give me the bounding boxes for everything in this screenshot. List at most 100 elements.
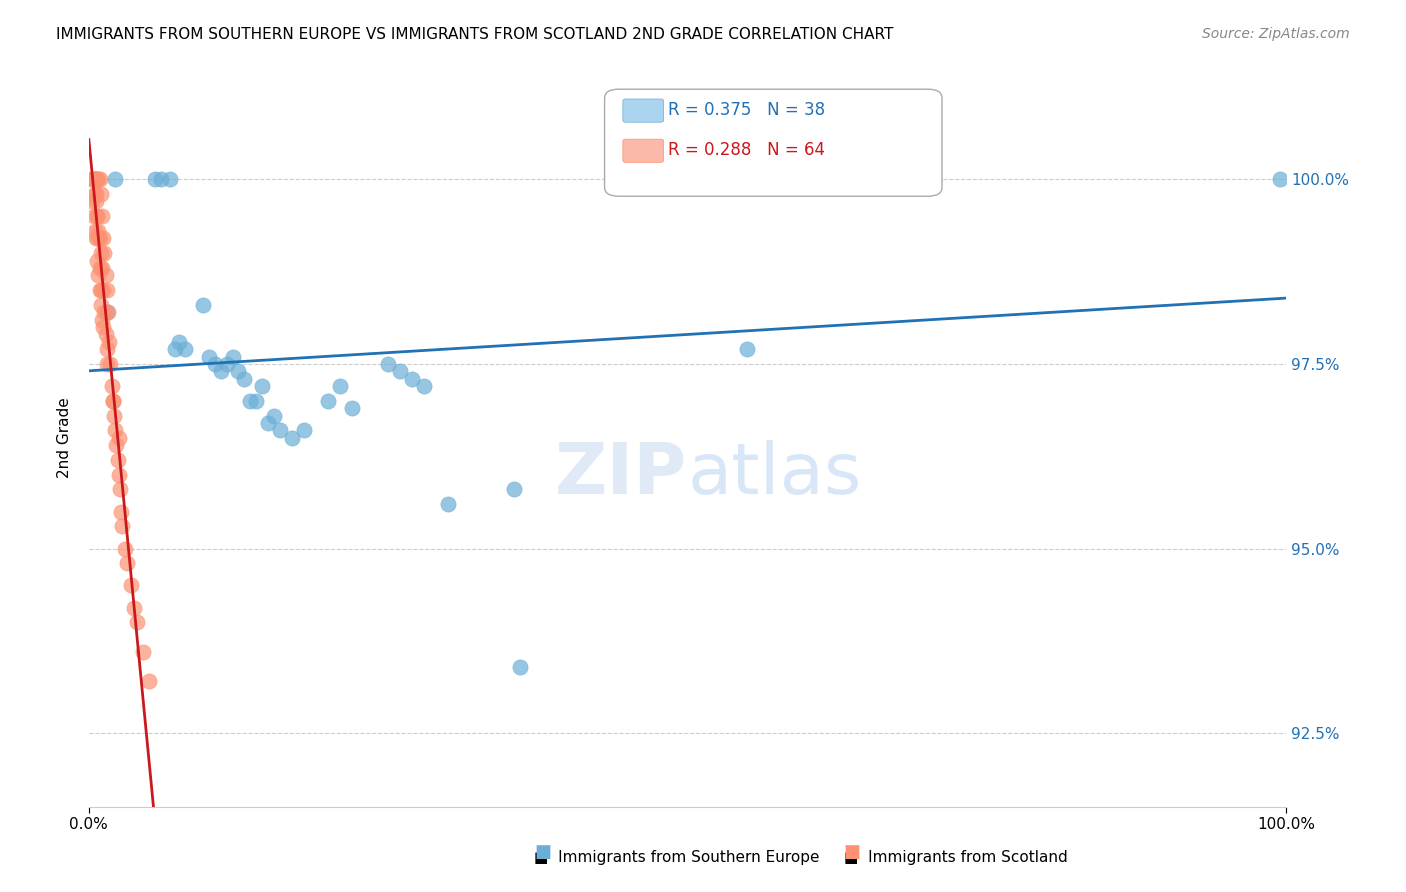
Immigrants from Scotland (91, 320, 114, 334)
Immigrants from Scotland (86, 209, 108, 223)
Y-axis label: 2nd Grade: 2nd Grade (58, 397, 72, 478)
Immigrants from Southern Europe (316, 393, 339, 408)
Immigrants from Southern Europe (735, 342, 758, 356)
Immigrants from Scotland (132, 645, 155, 659)
Immigrants from Scotland (90, 298, 112, 312)
Immigrants from Scotland (93, 305, 115, 319)
Immigrants from Southern Europe (263, 409, 285, 423)
Text: ■: ■ (534, 843, 551, 861)
Text: ■: ■ (844, 843, 860, 861)
Immigrants from Southern Europe (377, 357, 399, 371)
Immigrants from Scotland (101, 393, 124, 408)
Immigrants from Scotland (91, 283, 114, 297)
Immigrants from Scotland (101, 393, 124, 408)
Immigrants from Southern Europe (342, 401, 364, 416)
Immigrants from Southern Europe (437, 497, 460, 511)
Immigrants from Southern Europe (509, 659, 531, 673)
Immigrants from Southern Europe (401, 372, 423, 386)
Immigrants from Scotland (107, 467, 129, 482)
Immigrants from Scotland (89, 283, 111, 297)
Immigrants from Scotland (91, 231, 114, 245)
Immigrants from Scotland (105, 438, 128, 452)
Immigrants from Scotland (104, 423, 127, 437)
Immigrants from Scotland (94, 327, 117, 342)
Immigrants from Southern Europe (413, 379, 436, 393)
Immigrants from Scotland (96, 357, 118, 371)
Text: R = 0.288   N = 64: R = 0.288 N = 64 (668, 141, 825, 159)
Immigrants from Scotland (98, 334, 121, 349)
Immigrants from Scotland (114, 541, 136, 556)
Text: IMMIGRANTS FROM SOUTHERN EUROPE VS IMMIGRANTS FROM SCOTLAND 2ND GRADE CORRELATIO: IMMIGRANTS FROM SOUTHERN EUROPE VS IMMIG… (56, 27, 894, 42)
Immigrants from Scotland (89, 260, 111, 275)
Immigrants from Scotland (107, 431, 129, 445)
Immigrants from Scotland (138, 674, 160, 689)
Immigrants from Scotland (100, 357, 122, 371)
Immigrants from Scotland (86, 209, 108, 223)
Immigrants from Scotland (124, 600, 146, 615)
Immigrants from Scotland (87, 231, 110, 245)
Immigrants from Scotland (96, 342, 118, 356)
Immigrants from Southern Europe (389, 364, 412, 378)
Text: atlas: atlas (688, 440, 862, 509)
Immigrants from Southern Europe (269, 423, 291, 437)
Immigrants from Scotland (107, 453, 129, 467)
Immigrants from Scotland (84, 187, 107, 202)
Text: ■  Immigrants from Scotland: ■ Immigrants from Scotland (844, 850, 1067, 865)
Immigrants from Scotland (83, 172, 105, 186)
Immigrants from Southern Europe (239, 393, 262, 408)
Immigrants from Scotland (108, 483, 131, 497)
Immigrants from Southern Europe (796, 172, 818, 186)
Immigrants from Scotland (83, 172, 105, 186)
Immigrants from Southern Europe (149, 172, 172, 186)
Immigrants from Scotland (87, 224, 110, 238)
Immigrants from Scotland (90, 283, 112, 297)
Immigrants from Scotland (94, 268, 117, 283)
Immigrants from Scotland (89, 172, 111, 186)
Immigrants from Southern Europe (221, 350, 243, 364)
Immigrants from Scotland (80, 172, 103, 186)
Immigrants from Scotland (83, 224, 105, 238)
Immigrants from Southern Europe (163, 342, 186, 356)
Immigrants from Scotland (84, 194, 107, 209)
Text: ZIP: ZIP (555, 440, 688, 509)
Immigrants from Southern Europe (209, 364, 232, 378)
Immigrants from Scotland (83, 209, 105, 223)
Immigrants from Southern Europe (173, 342, 195, 356)
Immigrants from Scotland (90, 246, 112, 260)
Immigrants from Southern Europe (1268, 172, 1291, 186)
Immigrants from Scotland (91, 312, 114, 326)
Immigrants from Scotland (96, 283, 118, 297)
Immigrants from Scotland (84, 172, 107, 186)
Immigrants from Southern Europe (159, 172, 181, 186)
Immigrants from Scotland (89, 231, 111, 245)
Immigrants from Southern Europe (245, 393, 267, 408)
Immigrants from Scotland (86, 253, 108, 268)
Immigrants from Southern Europe (257, 416, 280, 430)
Immigrants from Scotland (87, 268, 110, 283)
Immigrants from Scotland (103, 409, 125, 423)
Immigrants from Southern Europe (167, 334, 190, 349)
Immigrants from Southern Europe (292, 423, 315, 437)
Immigrants from Scotland (86, 172, 108, 186)
Immigrants from Scotland (87, 172, 110, 186)
Immigrants from Scotland (93, 246, 115, 260)
Immigrants from Southern Europe (215, 357, 238, 371)
Immigrants from Scotland (90, 187, 112, 202)
Immigrants from Southern Europe (197, 350, 219, 364)
Immigrants from Scotland (83, 172, 105, 186)
Immigrants from Scotland (83, 187, 105, 202)
Immigrants from Southern Europe (96, 305, 118, 319)
Immigrants from Southern Europe (252, 379, 274, 393)
Immigrants from Southern Europe (204, 357, 226, 371)
Immigrants from Scotland (110, 505, 132, 519)
Immigrants from Scotland (100, 379, 122, 393)
Text: Source: ZipAtlas.com: Source: ZipAtlas.com (1202, 27, 1350, 41)
Immigrants from Southern Europe (281, 431, 304, 445)
Immigrants from Southern Europe (233, 372, 256, 386)
Immigrants from Scotland (91, 260, 114, 275)
Immigrants from Southern Europe (856, 172, 879, 186)
Immigrants from Scotland (120, 578, 142, 592)
Text: R = 0.375   N = 38: R = 0.375 N = 38 (668, 101, 825, 119)
Immigrants from Southern Europe (104, 172, 127, 186)
Immigrants from Scotland (125, 615, 148, 630)
